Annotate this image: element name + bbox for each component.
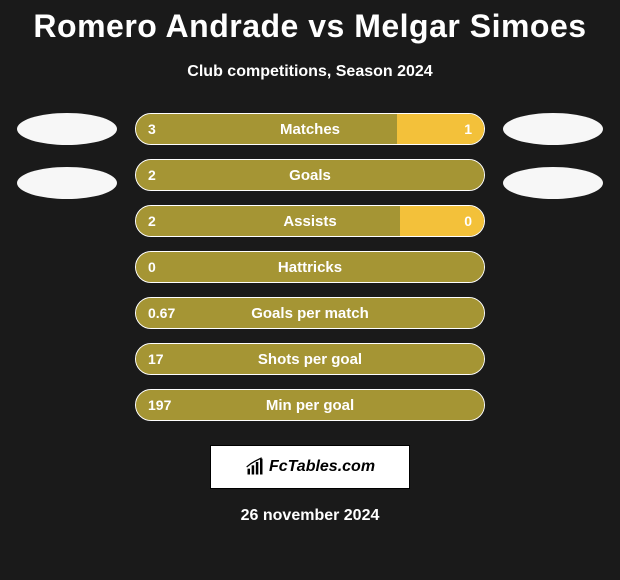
stat-bars: 3 1 Matches 2 Goals 2 0 Assists 0 Hattricks 0.67 Go… (135, 113, 485, 421)
comparison-chart: 3 1 Matches 2 Goals 2 0 Assists 0 Hattricks 0.67 Go… (0, 113, 620, 421)
stat-value-left: 3 (148, 121, 156, 137)
stat-value-left: 2 (148, 167, 156, 183)
page-title: Romero Andrade vs Melgar Simoes (0, 0, 620, 45)
subtitle: Club competitions, Season 2024 (0, 63, 620, 81)
stat-value-right: 1 (464, 121, 472, 137)
logo-text: FcTables.com (269, 458, 375, 476)
stat-label: Min per goal (266, 397, 354, 414)
stat-label: Assists (283, 213, 336, 230)
stat-value-left: 0.67 (148, 305, 175, 321)
stat-label: Goals (289, 167, 331, 184)
stat-label: Goals per match (251, 305, 369, 322)
stat-bar: 2 Goals (135, 159, 485, 191)
date-label: 26 november 2024 (0, 507, 620, 525)
stat-bar: 197 Min per goal (135, 389, 485, 421)
stat-value-left: 2 (148, 213, 156, 229)
stat-label: Hattricks (278, 259, 342, 276)
stat-label: Shots per goal (258, 351, 362, 368)
fill-player1 (136, 114, 397, 144)
player2-badge-1 (503, 113, 603, 145)
stat-bar: 0.67 Goals per match (135, 297, 485, 329)
stat-bar: 0 Hattricks (135, 251, 485, 283)
stat-bar: 17 Shots per goal (135, 343, 485, 375)
attribution-logo[interactable]: FcTables.com (210, 445, 410, 489)
player1-badge-2 (17, 167, 117, 199)
stat-label: Matches (280, 121, 340, 138)
chart-icon (245, 457, 265, 477)
stat-value-left: 17 (148, 351, 164, 367)
player1-badge-1 (17, 113, 117, 145)
stat-bar: 2 0 Assists (135, 205, 485, 237)
left-player-badges (17, 113, 117, 199)
player2-badge-2 (503, 167, 603, 199)
stat-value-left: 197 (148, 397, 171, 413)
stat-bar: 3 1 Matches (135, 113, 485, 145)
stat-value-right: 0 (464, 213, 472, 229)
right-player-badges (503, 113, 603, 199)
stat-value-left: 0 (148, 259, 156, 275)
fill-player1 (136, 206, 400, 236)
